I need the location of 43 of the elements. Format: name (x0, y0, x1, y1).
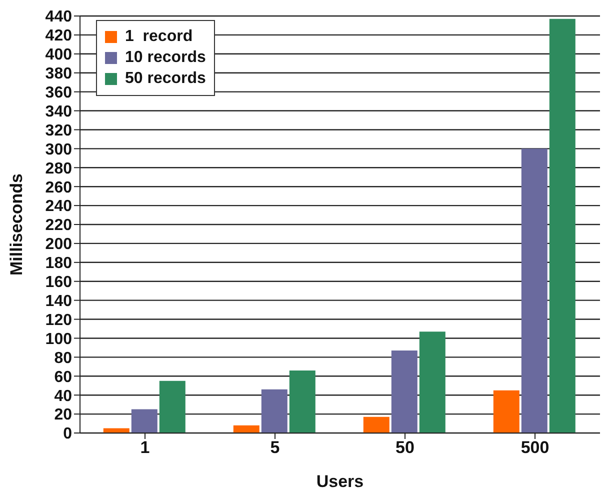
y-tick-label: 400 (45, 46, 72, 64)
y-tick-label: 320 (45, 122, 72, 140)
y-tick-label: 220 (45, 217, 72, 234)
bar (261, 389, 288, 433)
y-tick-label: 100 (45, 330, 72, 348)
bar (549, 18, 576, 433)
bar (521, 148, 548, 433)
y-tick-label: 440 (45, 8, 72, 26)
bar (233, 425, 260, 433)
y-tick-label: 40 (54, 388, 72, 405)
x-tick-label: 500 (520, 438, 550, 458)
y-tick-label: 0 (63, 426, 72, 443)
legend-label: 1 record (125, 28, 193, 46)
y-tick-label: 160 (45, 274, 72, 292)
y-tick-label: 380 (45, 66, 72, 83)
x-tick-label: 5 (270, 438, 280, 458)
bar (363, 416, 390, 433)
y-axis-title: Milliseconds (7, 173, 26, 276)
bar (159, 380, 186, 433)
y-tick-label: 300 (45, 141, 72, 158)
bar (289, 370, 316, 433)
y-tick-label: 420 (45, 28, 72, 45)
y-tick-label: 240 (45, 198, 72, 216)
bar (419, 332, 446, 433)
x-tick-label: 1 (140, 438, 150, 458)
bar (391, 350, 418, 433)
y-tick-label: 20 (54, 406, 72, 424)
legend-label: 10 records (125, 49, 206, 67)
bar (493, 390, 520, 433)
y-tick-label: 180 (45, 255, 72, 272)
y-tick-label: 80 (54, 350, 72, 367)
y-tick-label: 140 (45, 293, 72, 310)
y-tick-label: 60 (54, 368, 72, 386)
x-axis-title: Users (316, 472, 364, 491)
x-tick-label: 50 (396, 438, 414, 458)
y-tick-label: 120 (45, 312, 72, 329)
y-tick-label: 340 (45, 103, 72, 120)
y-tick-label: 260 (45, 179, 72, 196)
bar (131, 409, 158, 433)
legend-label: 50 records (125, 70, 206, 88)
y-tick-label: 360 (45, 84, 72, 102)
y-tick-label: 200 (45, 236, 72, 254)
y-tick-label: 280 (45, 160, 72, 178)
